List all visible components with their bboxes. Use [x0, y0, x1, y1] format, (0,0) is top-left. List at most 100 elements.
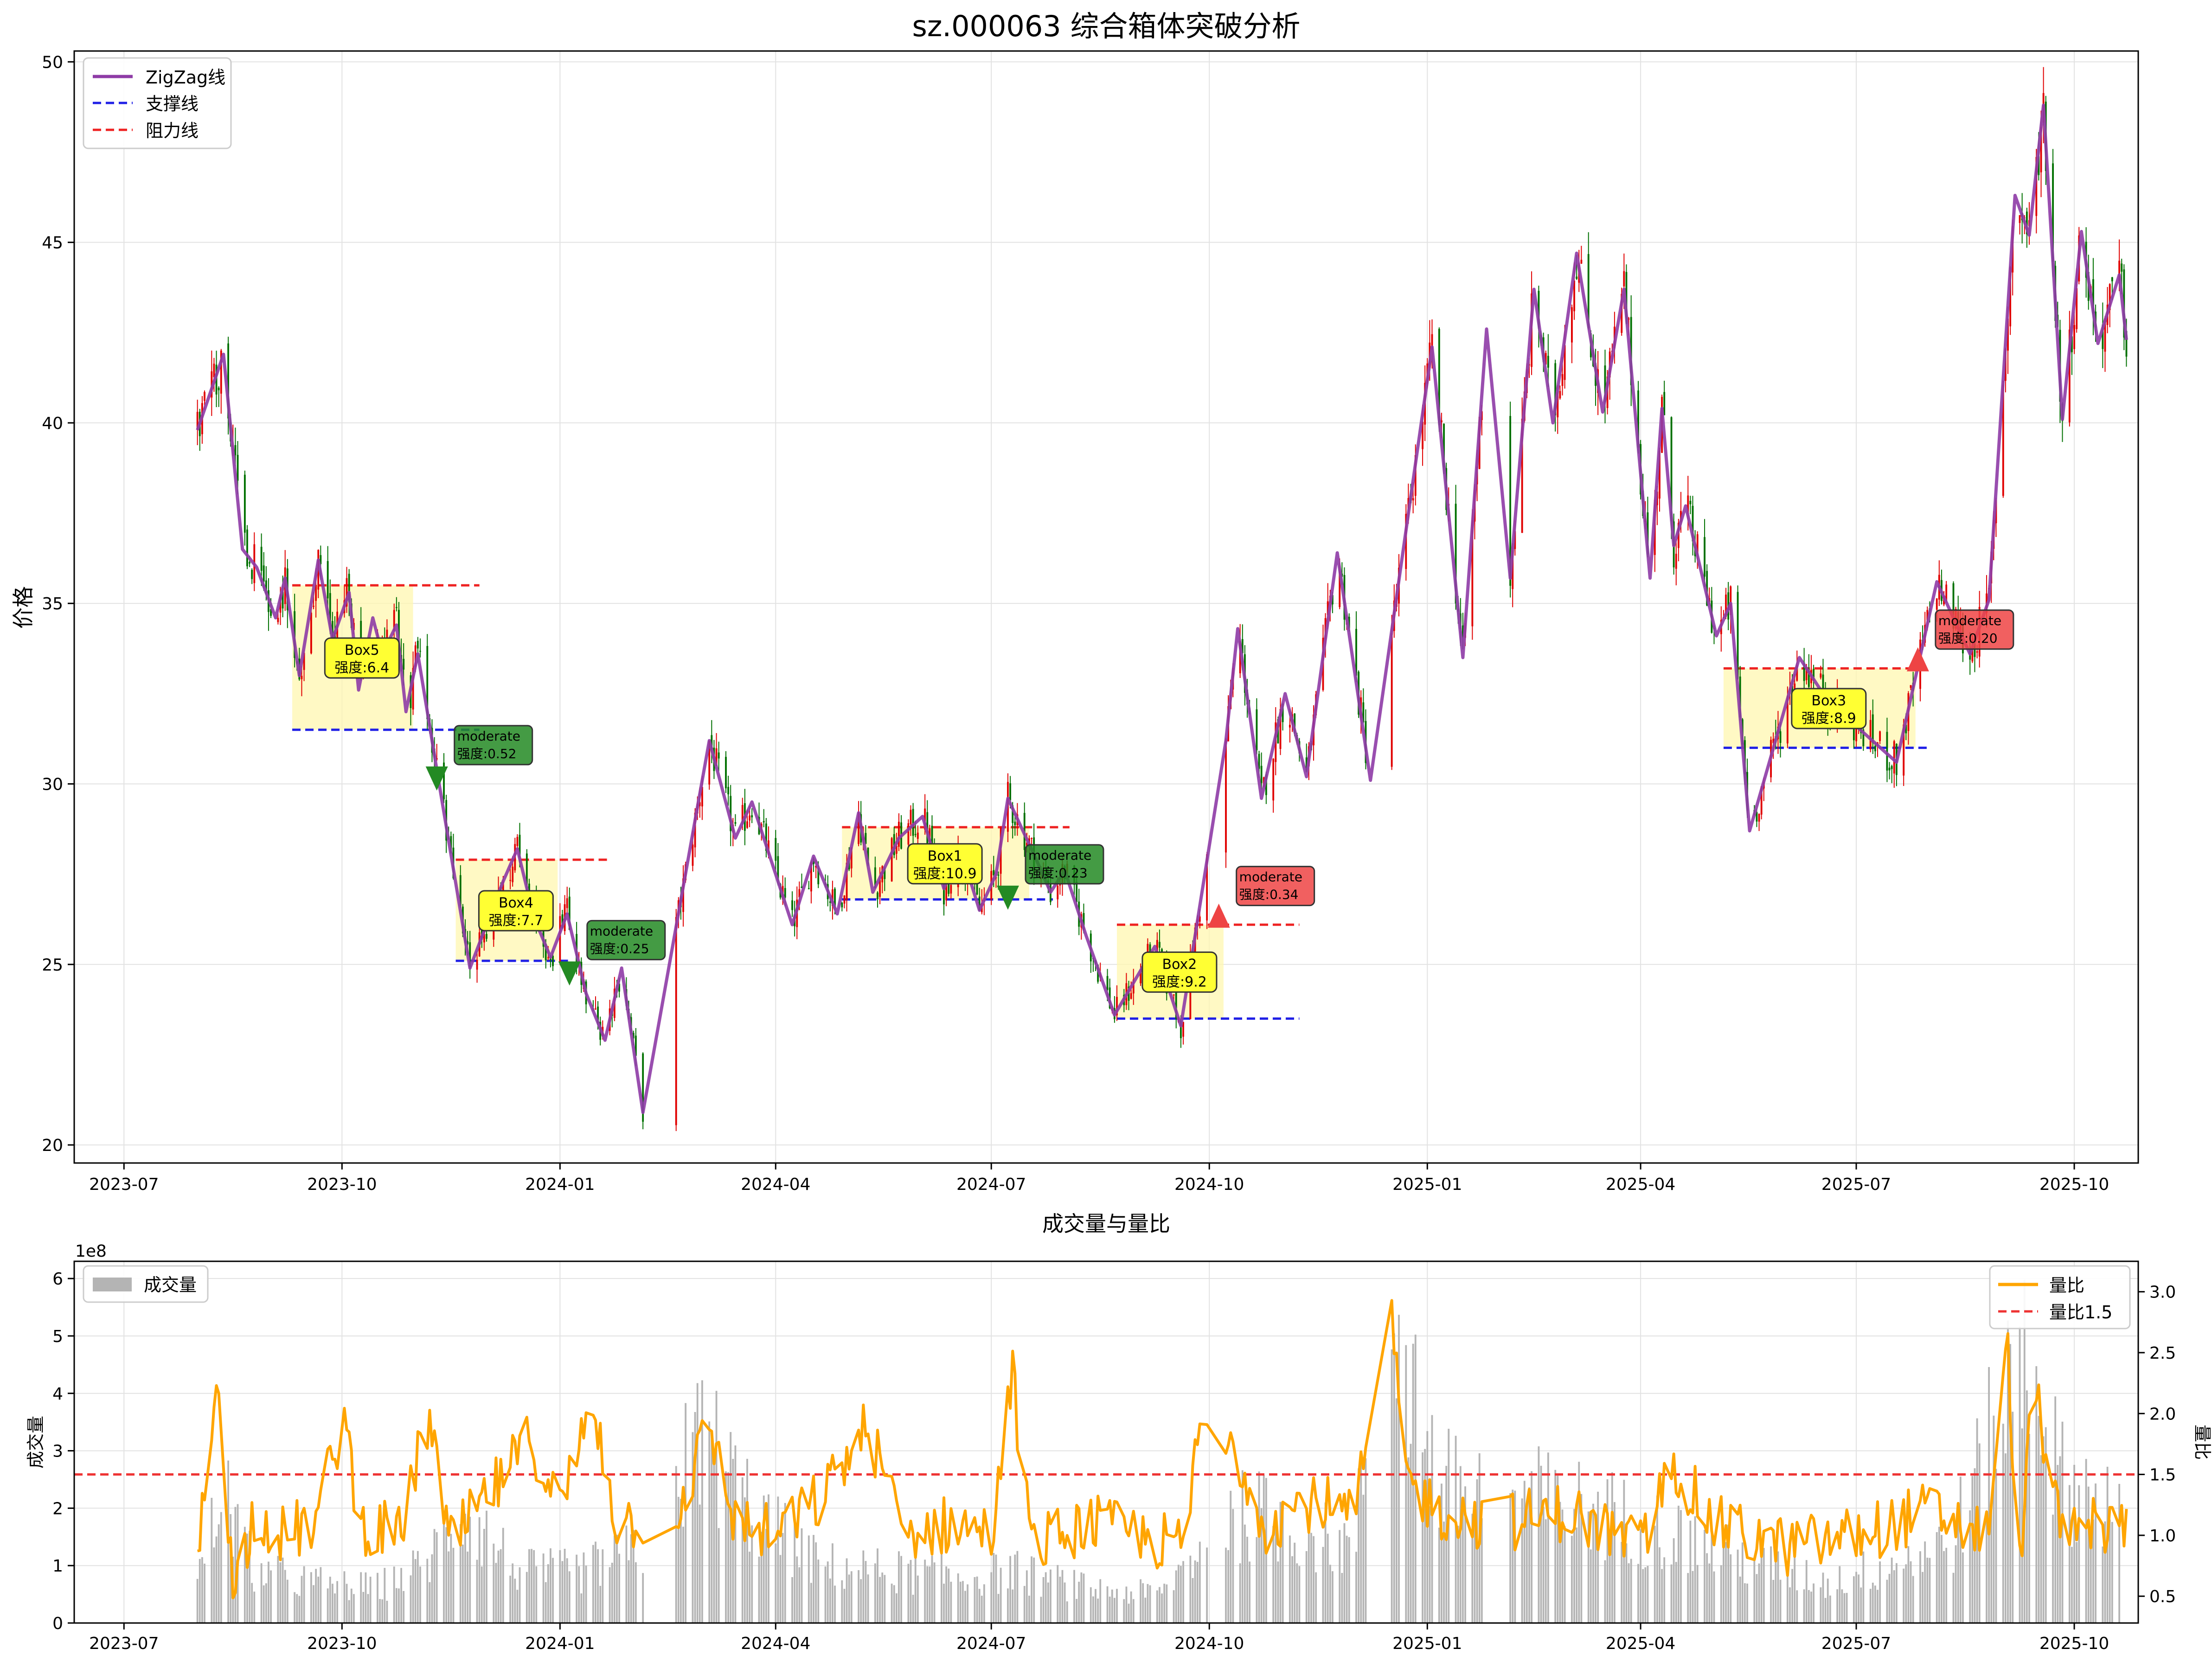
candle-body: [1758, 813, 1760, 822]
volume-bar: [1919, 1551, 1921, 1623]
volume-bar: [1159, 1587, 1160, 1623]
volume-bar: [685, 1403, 687, 1623]
volume-bar: [962, 1581, 964, 1623]
volume-bar: [1580, 1494, 1583, 1623]
ratio-y-tick-label: 0.5: [2149, 1587, 2176, 1606]
candle-body: [1026, 842, 1028, 846]
candle-body: [1225, 739, 1227, 853]
volume-bar: [1059, 1577, 1061, 1623]
volume-bar: [412, 1550, 414, 1623]
ratio-y-tick-label: 3.0: [2149, 1283, 2176, 1302]
candle-body: [1059, 883, 1061, 886]
breakout-strength: 强度:0.25: [590, 941, 649, 956]
volume-bar: [1128, 1604, 1130, 1623]
volume-bar: [1891, 1557, 1893, 1623]
volume-bar: [632, 1530, 635, 1623]
volume-bar: [547, 1564, 549, 1623]
box-label: Box4 强度:7.7: [478, 890, 554, 932]
volume-bar: [583, 1552, 585, 1623]
volume-bar: [1398, 1315, 1400, 1623]
candle-body: [1076, 882, 1078, 902]
candle-body: [765, 823, 767, 851]
volume-bar: [1113, 1597, 1116, 1623]
volume-bar: [1348, 1537, 1350, 1623]
price-y-axis-label: 价格: [11, 586, 36, 629]
volume-bar: [1099, 1579, 1102, 1623]
volume-bar: [595, 1541, 596, 1623]
volume-bar: [1175, 1570, 1177, 1623]
candle-body: [1106, 976, 1109, 990]
candle-body: [1888, 767, 1891, 771]
volume-bar: [1630, 1559, 1632, 1623]
candle-body: [213, 364, 215, 377]
volume-bar: [817, 1559, 820, 1623]
volume-bar: [528, 1549, 530, 1623]
volume-bar: [2085, 1459, 2087, 1623]
volume-bar: [384, 1568, 386, 1623]
volume-bar: [850, 1571, 853, 1623]
volume-bar: [725, 1471, 727, 1623]
candle-body: [1014, 821, 1016, 825]
volume-bar: [1443, 1521, 1445, 1623]
volume-bar: [1872, 1582, 1874, 1623]
volume-bar: [1028, 1596, 1030, 1623]
candle-body: [301, 676, 303, 679]
candle-body: [1687, 495, 1689, 514]
candle-body: [711, 735, 713, 750]
volume-bar: [1241, 1470, 1244, 1623]
volume-bar: [1720, 1565, 1722, 1623]
volume-bar: [1772, 1580, 1775, 1623]
candle-body: [1663, 392, 1666, 415]
volume-bar: [1393, 1333, 1395, 1623]
breakout-strength: 强度:0.52: [457, 746, 517, 761]
volume-bar: [848, 1574, 850, 1623]
volume-bar: [1526, 1502, 1528, 1623]
candle-body: [1438, 329, 1440, 426]
volume-bar: [1924, 1541, 1926, 1623]
box-label-bg: [478, 890, 554, 932]
candle-body: [1891, 766, 1893, 769]
candle-body: [1675, 554, 1677, 569]
volume-bar: [1739, 1576, 1741, 1623]
volume-bar: [1855, 1572, 1857, 1623]
volume-bar: [675, 1466, 677, 1623]
volume-bars: [196, 1280, 2121, 1623]
volume-bar: [279, 1562, 282, 1623]
volume-bar: [1180, 1566, 1182, 1623]
candle-body: [1689, 501, 1692, 505]
candle-body: [1130, 993, 1132, 999]
volume-bar: [296, 1594, 298, 1623]
volume-bar: [1597, 1491, 1599, 1623]
volume-bar: [1329, 1565, 1331, 1623]
volume-bar: [1471, 1514, 1474, 1623]
volume-bar: [1512, 1489, 1514, 1623]
volume-bar: [599, 1585, 602, 1623]
box-label-name: Box1: [928, 848, 962, 864]
volume-bar: [1047, 1582, 1049, 1623]
volume-ratio-layer: [197, 1299, 2128, 1599]
volume-bar: [395, 1588, 398, 1623]
volume-bar: [552, 1558, 554, 1623]
volume-bar: [1111, 1589, 1113, 1623]
candle-body: [1893, 741, 1895, 774]
volume-bar: [1481, 1518, 1483, 1623]
candle-body: [1756, 812, 1758, 822]
volume-bar: [794, 1524, 796, 1623]
box-label: Box2 强度:9.2: [1141, 951, 1218, 993]
volume-bar: [2026, 1390, 2028, 1623]
volume-bar: [1362, 1495, 1365, 1623]
volume-bar: [1775, 1558, 1777, 1623]
volume-bar: [1542, 1507, 1545, 1623]
volume-bar: [419, 1566, 421, 1623]
candle-body: [1976, 651, 1978, 653]
volume-bar: [2028, 1434, 2030, 1623]
candle-body: [1623, 271, 1625, 287]
candle-body: [568, 896, 571, 930]
volume-bar: [1296, 1563, 1298, 1623]
volume-bar: [609, 1567, 611, 1623]
volume-bar: [1355, 1552, 1357, 1623]
volume-bar: [1862, 1551, 1865, 1623]
candle-body: [914, 834, 917, 835]
candle-body: [1140, 969, 1141, 984]
candle-body: [1057, 886, 1059, 900]
